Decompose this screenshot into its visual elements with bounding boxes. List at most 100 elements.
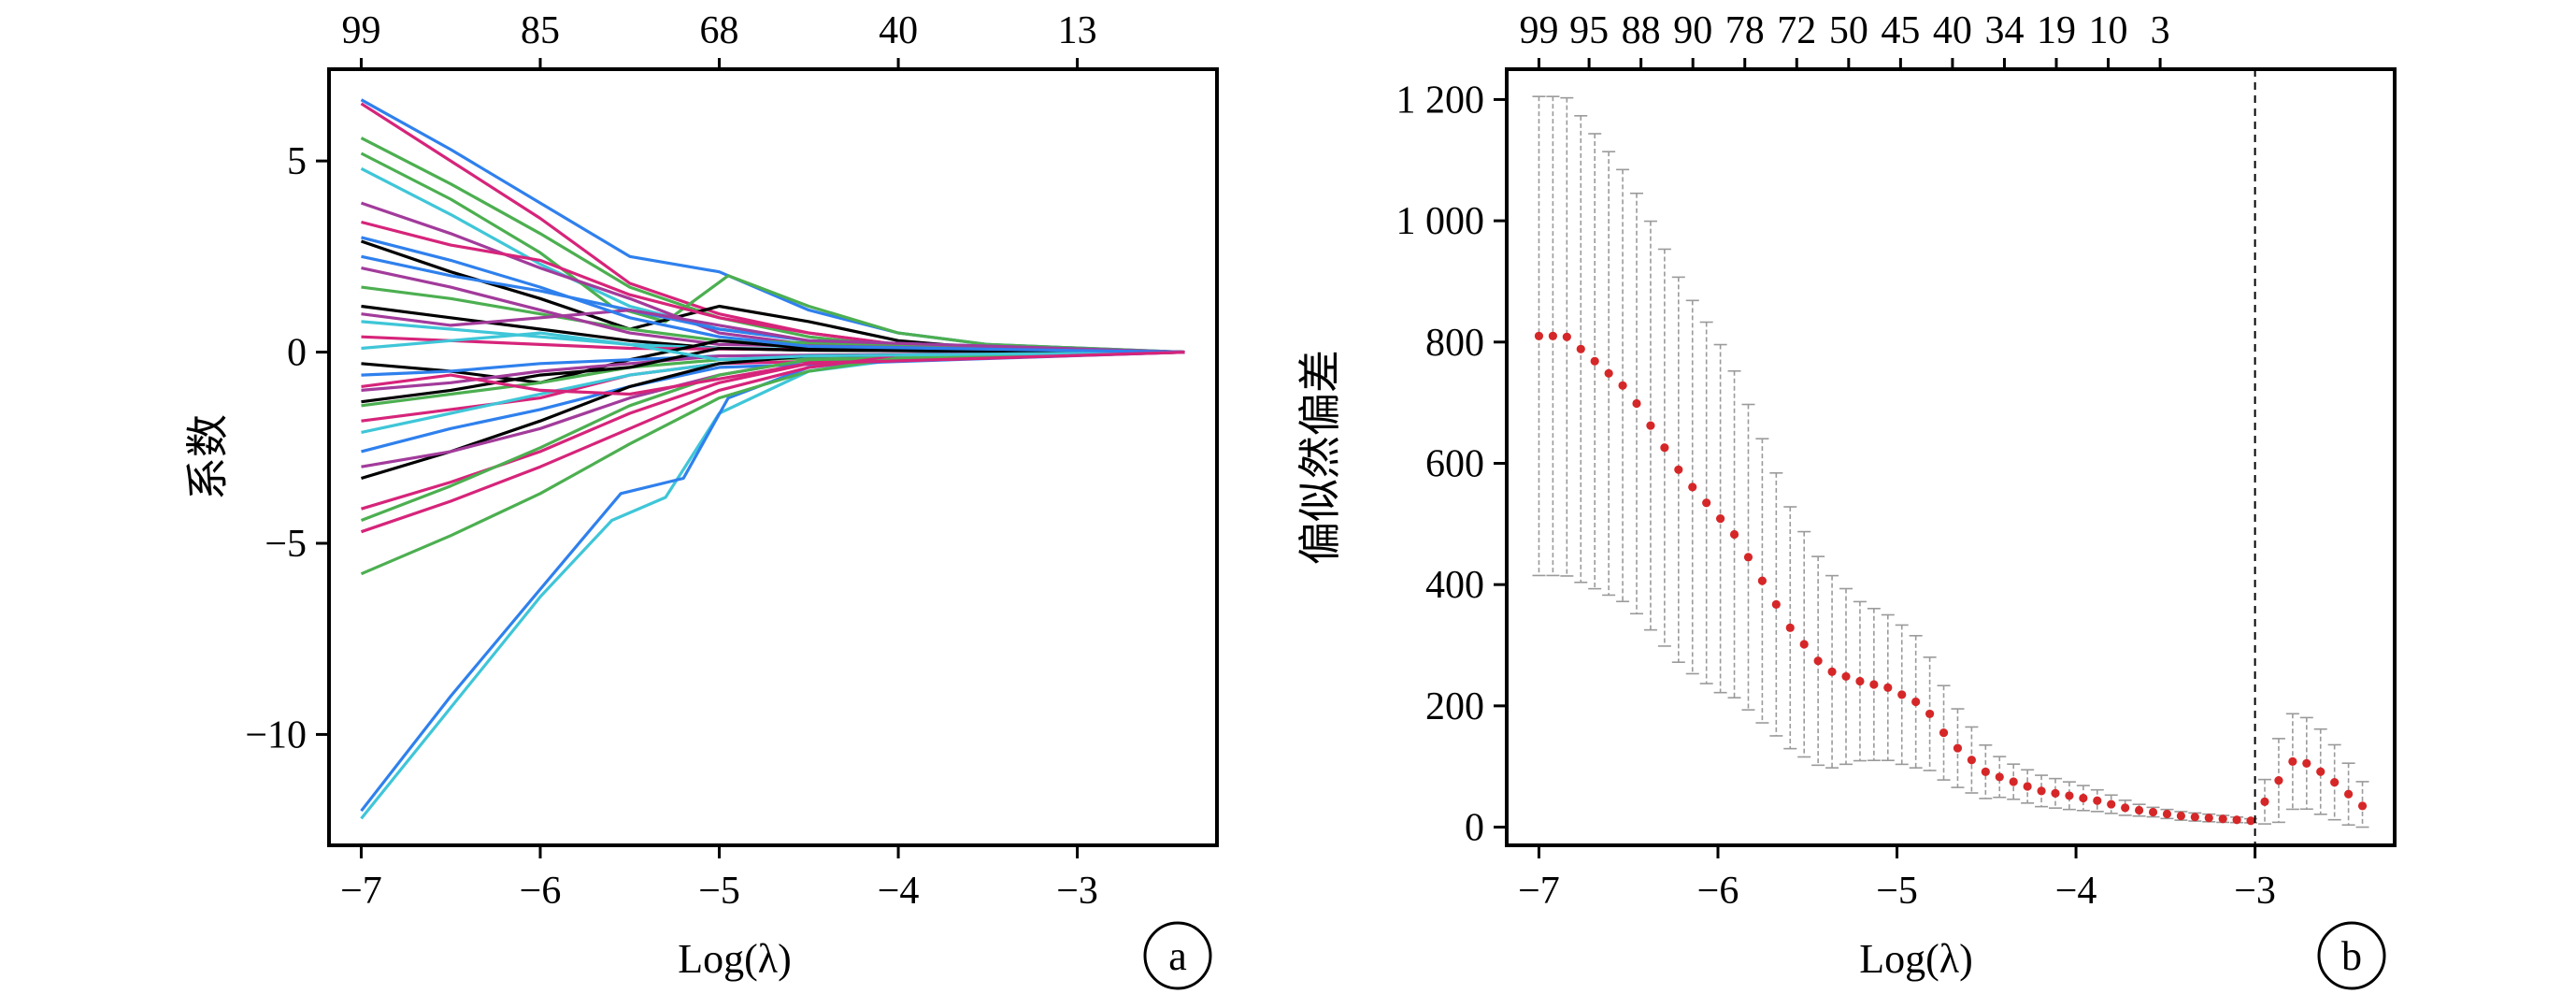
- mean-deviance-point: [2134, 805, 2144, 815]
- panel-a-x-tick-label: −4: [878, 870, 920, 913]
- mean-deviance-point: [2302, 758, 2311, 768]
- panel-b-badge-label: b: [2341, 933, 2362, 979]
- panel-b-top-tick-label: 10: [2089, 9, 2128, 52]
- mean-deviance-point: [2357, 801, 2368, 811]
- panel-a-y-axis-label: 系数: [184, 414, 232, 500]
- mean-deviance-point: [1967, 756, 1976, 765]
- mean-deviance-point: [1939, 728, 1949, 738]
- mean-deviance-point: [2330, 777, 2340, 787]
- panel-a-top-tick-label: 13: [1058, 9, 1097, 52]
- panel-a-x-tick-label: −7: [340, 870, 382, 913]
- panel-a-badge-label: a: [1168, 933, 1187, 979]
- mean-deviance-point: [1660, 443, 1669, 453]
- mean-deviance-point: [2260, 797, 2269, 806]
- panel-b-y-tick-label: 800: [1425, 322, 1484, 365]
- panel-a-top-tick-label: 99: [341, 9, 380, 52]
- mean-deviance-point: [1702, 498, 1711, 508]
- panel-b-top-tick-label: 72: [1777, 9, 1816, 52]
- panel-b-top-tick-label: 40: [1933, 9, 1972, 52]
- mean-deviance-point: [1632, 398, 1641, 409]
- mean-deviance-point: [1548, 331, 1558, 340]
- panel-a-x-axis-label: Log(λ): [678, 936, 792, 982]
- panel-a-badge-circle: [1143, 921, 1212, 990]
- mean-deviance-point: [1911, 697, 1921, 707]
- panel-a-frame: [327, 67, 1219, 847]
- panel-b-x-tick-label: −4: [2055, 870, 2097, 913]
- mean-deviance-point: [1743, 553, 1753, 562]
- mean-deviance-point: [2190, 813, 2199, 822]
- panel-b-badge: b: [2317, 921, 2386, 990]
- panel-b-top-tick-label: 50: [1829, 9, 1868, 52]
- coefficient-path-7: [360, 151, 1185, 354]
- panel-b-y-tick-label: 1 000: [1396, 200, 1485, 243]
- panel-a-top-tick-label: 40: [879, 9, 918, 52]
- mean-deviance-point: [2176, 811, 2185, 821]
- panel-b-top-tick-label: 19: [2037, 9, 2076, 52]
- mean-deviance-point: [1646, 421, 1655, 430]
- mean-deviance-point: [1590, 356, 1599, 366]
- coefficient-path-31: [361, 331, 1185, 362]
- panel-a-x-tick-label: −6: [520, 870, 562, 913]
- mean-deviance-point: [2079, 793, 2088, 803]
- mean-deviance-point: [1925, 709, 1935, 719]
- mean-deviance-point: [1771, 599, 1781, 609]
- mean-deviance-point: [1883, 683, 1893, 692]
- mean-deviance-point: [1827, 667, 1837, 676]
- mean-deviance-point: [1576, 344, 1585, 353]
- coefficient-path-21: [361, 346, 1185, 404]
- mean-deviance-point: [1897, 690, 1907, 699]
- panel-a-axis-ticks: −7 −6 −5 −4 −3 5 0 −5 −10 99 85 68 40 13: [245, 9, 1098, 913]
- panel-b-mean-points: [1534, 331, 2368, 826]
- mean-deviance-point: [2037, 786, 2046, 796]
- mean-deviance-point: [1534, 331, 1544, 340]
- panel-b-badge-circle: [2317, 921, 2386, 990]
- panel-b-y-tick-label: 1 200: [1396, 79, 1485, 122]
- panel-b-y-tick-label: 200: [1425, 685, 1484, 728]
- panel-a-coefficient-paths: −7 −6 −5 −4 −3 5 0 −5 −10 99 85 68 40 13 Log(λ) 系数 a: [184, 9, 1219, 990]
- mean-deviance-point: [2343, 789, 2354, 799]
- mean-deviance-point: [2316, 767, 2326, 776]
- mean-deviance-point: [1562, 332, 1571, 341]
- panel-b-top-tick-label: 45: [1881, 9, 1920, 52]
- panel-b-y-tick-label: 600: [1425, 442, 1484, 485]
- mean-deviance-point: [2093, 796, 2102, 805]
- mean-deviance-point: [1813, 656, 1823, 666]
- mean-deviance-point: [1729, 529, 1739, 540]
- mean-deviance-point: [2107, 800, 2116, 809]
- panel-a-top-tick-label: 85: [521, 9, 560, 52]
- panel-a-series-lines: [360, 98, 1185, 820]
- mean-deviance-point: [1869, 680, 1879, 689]
- mean-deviance-point: [1855, 676, 1865, 686]
- coefficient-path-33: [361, 236, 1185, 354]
- panel-a-y-tick-label: 5: [287, 140, 307, 183]
- panel-b-error-bars: [1532, 95, 2369, 828]
- mean-deviance-point: [1757, 576, 1767, 585]
- mean-deviance-point: [2051, 788, 2060, 798]
- mean-deviance-point: [2023, 782, 2032, 791]
- panel-a-y-tick-label: −10: [245, 713, 307, 756]
- panel-b-top-tick-label: 95: [1569, 9, 1609, 52]
- panel-b-top-tick-label: 78: [1725, 9, 1765, 52]
- panel-a-x-tick-label: −5: [698, 870, 740, 913]
- panel-b-top-tick-label: 88: [1622, 9, 1661, 52]
- panel-b-x-axis-label: Log(λ): [1859, 936, 1973, 982]
- panel-b-cv-deviance: −7 −6 −5 −4 −3 1 200 1 000 800 600 400 200 0 99 95 88 9…: [1296, 9, 2397, 990]
- panel-b-y-tick-label: 400: [1425, 564, 1484, 607]
- mean-deviance-point: [2065, 791, 2074, 800]
- mean-deviance-point: [1995, 772, 2004, 782]
- mean-deviance-point: [2204, 814, 2213, 823]
- mean-deviance-point: [2162, 809, 2172, 819]
- panel-b-top-tick-label: 99: [1519, 9, 1558, 52]
- panel-a-x-tick-label: −3: [1056, 870, 1098, 913]
- mean-deviance-point: [1716, 514, 1725, 524]
- panel-b-top-tick-label: 3: [2151, 9, 2170, 52]
- panel-a-y-tick-label: −5: [265, 523, 307, 566]
- coefficient-path-32: [361, 309, 1185, 354]
- panel-a-badge: a: [1143, 921, 1212, 990]
- mean-deviance-point: [1674, 465, 1683, 474]
- panel-a-top-tick-label: 68: [700, 9, 739, 52]
- panel-b-x-tick-label: −3: [2234, 870, 2276, 913]
- panel-b-y-tick-label: 0: [1465, 807, 1484, 850]
- panel-b-frame: [1505, 67, 2397, 847]
- mean-deviance-point: [1981, 767, 1990, 776]
